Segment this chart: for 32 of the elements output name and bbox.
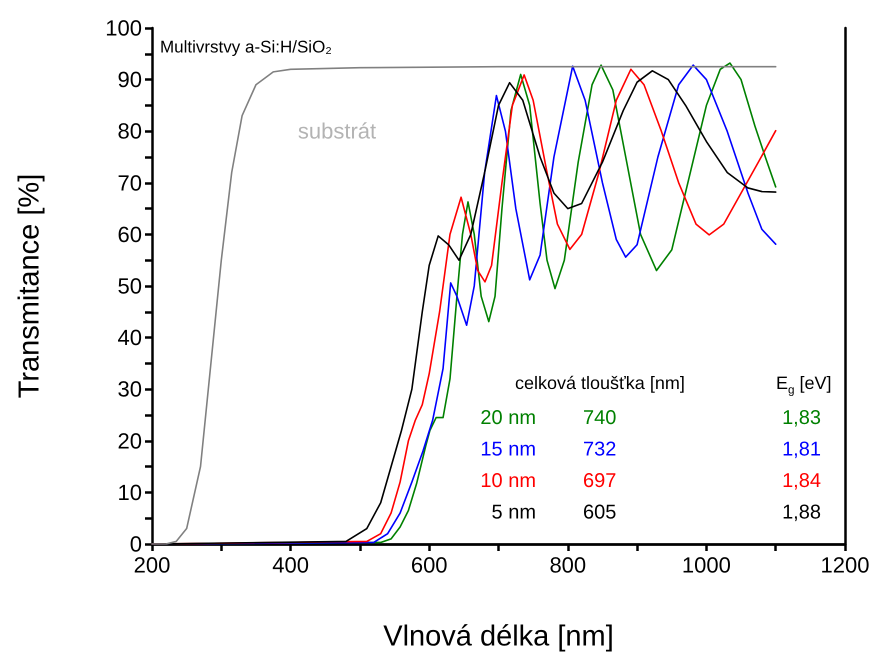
text: Multivrstvy a-Si:H/SiO₂ xyxy=(160,38,332,56)
y-tick-label: 10 xyxy=(118,480,142,505)
annotation: 605 xyxy=(583,502,616,524)
annotation: celková tloušťka [nm] xyxy=(515,373,685,393)
y-tick-label: 90 xyxy=(118,67,142,92)
text: 15 nm xyxy=(480,438,536,460)
annotation: 732 xyxy=(583,438,616,460)
y-tick-label: 80 xyxy=(118,118,142,144)
x-tick-label: 1200 xyxy=(820,552,870,578)
text: 5 nm xyxy=(492,502,536,524)
x-tick-label: 800 xyxy=(549,552,586,578)
annotation: 697 xyxy=(583,470,616,492)
annotation: 1,88 xyxy=(782,502,821,524)
y-tick-label: 40 xyxy=(118,325,142,350)
x-axis-title: Vlnová délka [nm] xyxy=(383,620,614,652)
annotation: 1,83 xyxy=(782,407,821,429)
text: substrát xyxy=(298,118,376,144)
y-tick-label: 60 xyxy=(118,222,142,247)
y-axis-title: Transmitance [%] xyxy=(14,174,46,398)
x-tick-label: 400 xyxy=(272,552,309,578)
y-tick-label: 100 xyxy=(105,16,142,40)
y-tick-label: 70 xyxy=(118,170,142,196)
y-tick-label: 20 xyxy=(118,428,142,454)
x-tick-label: 600 xyxy=(410,552,448,578)
x-tick-label: 1000 xyxy=(682,552,731,578)
text: 10 nm xyxy=(480,470,536,492)
y-tick-label: 50 xyxy=(118,274,142,298)
annotation: 1,84 xyxy=(782,470,821,492)
series-label: 20 nm xyxy=(480,407,536,429)
y-tick-label: 30 xyxy=(118,376,142,402)
annotation: 740 xyxy=(583,407,616,429)
annotation: 1,81 xyxy=(782,438,821,460)
